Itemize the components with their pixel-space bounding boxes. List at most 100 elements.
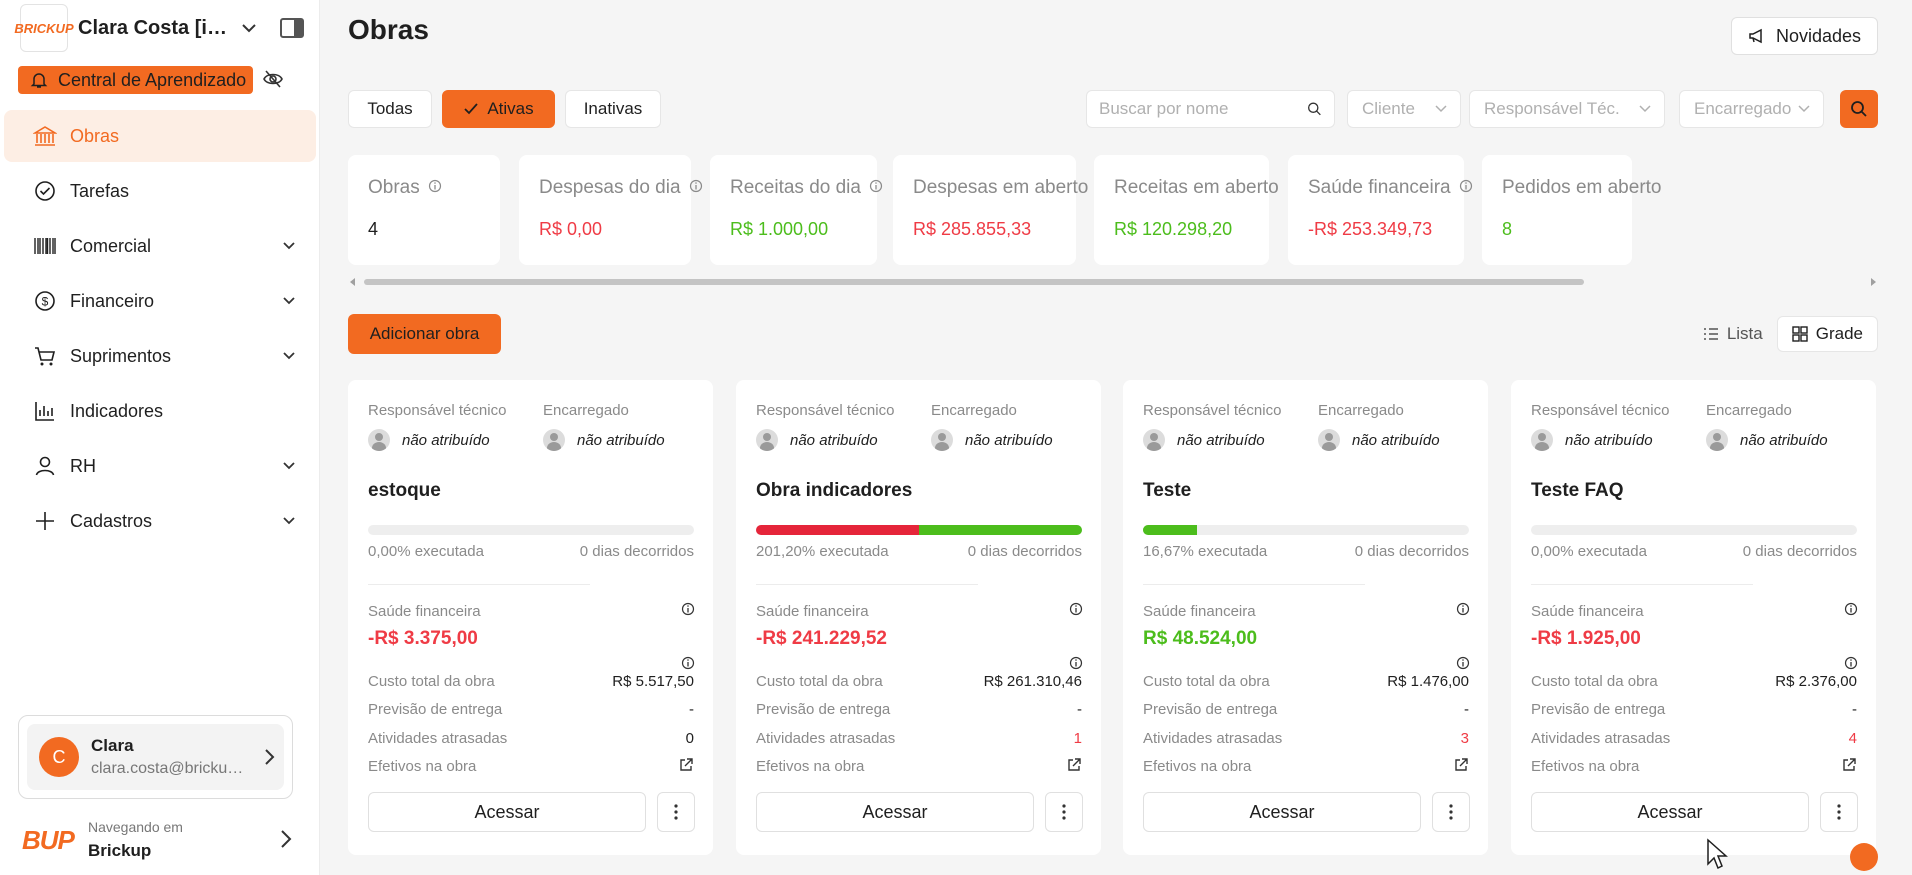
progress-text: 0,00% executada <box>368 543 484 560</box>
news-button[interactable]: Novidades <box>1731 17 1878 55</box>
eye-off-icon[interactable] <box>262 69 284 89</box>
tech-select-label: Responsável Téc. <box>1484 99 1620 118</box>
cost-label: Custo total da obra <box>1531 672 1658 690</box>
staff-row: Efetivos na obra <box>1531 753 1857 782</box>
list-icon <box>1703 328 1718 340</box>
add-obra-button[interactable]: Adicionar obra <box>348 314 501 354</box>
chevron-right-icon[interactable] <box>279 828 293 850</box>
chevron-down-icon[interactable] <box>282 347 296 368</box>
search-box <box>1086 90 1335 128</box>
sidebar-item-cadastros[interactable]: Cadastros <box>4 495 316 547</box>
stat-label: Receitas do dia <box>730 177 861 198</box>
progress-text: 201,20% executada <box>756 543 889 560</box>
tech-name: não atribuído <box>1565 431 1653 449</box>
search-icon[interactable] <box>1307 100 1322 118</box>
horizontal-scrollbar[interactable] <box>348 276 1878 288</box>
workspace-switcher[interactable]: BUP Navegando em Brickup <box>22 812 297 868</box>
access-button[interactable]: Acessar <box>756 792 1034 832</box>
staff-label: Efetivos na obra <box>1143 758 1252 776</box>
obra-title: Teste FAQ <box>1531 480 1624 501</box>
chevron-down-icon[interactable] <box>282 457 296 478</box>
days-text: 0 dias decorridos <box>1742 543 1857 560</box>
help-chat-button[interactable] <box>1850 843 1878 871</box>
scroll-left-arrow[interactable] <box>350 278 355 286</box>
org-switcher[interactable]: BRICKUP Clara Costa [interno] <box>14 4 305 52</box>
info-icon[interactable] <box>1456 656 1470 675</box>
tab-ativas[interactable]: Ativas <box>442 90 555 128</box>
foreman-select[interactable]: Encarregado <box>1679 90 1824 128</box>
sidebar-item-comercial[interactable]: Comercial <box>4 220 316 272</box>
user-placeholder-icon <box>931 429 953 451</box>
tech-select[interactable]: Responsável Téc. <box>1469 90 1665 128</box>
delivery-label: Previsão de entrega <box>368 701 503 719</box>
more-options-button[interactable] <box>1432 792 1470 832</box>
info-icon[interactable] <box>1456 602 1470 621</box>
sidebar-item-suprimentos[interactable]: Suprimentos <box>4 330 316 382</box>
info-icon[interactable] <box>689 177 703 199</box>
org-name[interactable]: Clara Costa [interno] <box>78 16 228 39</box>
more-options-button[interactable] <box>1045 792 1083 832</box>
tab-todas[interactable]: Todas <box>348 90 432 128</box>
user-card[interactable]: C Clara clara.costa@brickup.com.br <box>18 715 293 799</box>
external-link-icon[interactable] <box>678 757 694 777</box>
stat-card-obras: Obras 4 <box>348 155 500 265</box>
view-list-button[interactable]: Lista <box>1689 316 1777 352</box>
info-icon[interactable] <box>681 656 695 675</box>
client-select[interactable]: Cliente <box>1347 90 1461 128</box>
external-link-icon[interactable] <box>1066 757 1082 777</box>
tab-inativas[interactable]: Inativas <box>565 90 661 128</box>
delivery-row: Previsão de entrega - <box>1143 696 1469 725</box>
info-icon[interactable] <box>1844 602 1858 621</box>
view-grid-button[interactable]: Grade <box>1776 316 1878 352</box>
late-row: Atividades atrasadas 0 <box>368 724 694 753</box>
info-icon[interactable] <box>1844 656 1858 675</box>
main-content: Obras Novidades Todas Ativas Inativas Cl… <box>348 0 1878 875</box>
divider <box>368 584 590 585</box>
info-icon[interactable] <box>1069 602 1083 621</box>
more-options-button[interactable] <box>1820 792 1858 832</box>
scroll-thumb[interactable] <box>364 279 1584 285</box>
external-link-icon[interactable] <box>1841 757 1857 777</box>
megaphone-icon <box>1749 28 1762 44</box>
info-icon[interactable] <box>681 602 695 621</box>
sidebar-item-rh[interactable]: RH <box>4 440 316 492</box>
info-icon[interactable] <box>869 177 883 199</box>
obra-card: Responsável técnico não atribuído Encarreg… <box>736 380 1101 855</box>
chevron-down-icon[interactable] <box>282 237 296 258</box>
foreman-name: não atribuído <box>577 431 665 449</box>
sidebar-item-obras[interactable]: Obras <box>4 110 316 162</box>
access-button[interactable]: Acessar <box>368 792 646 832</box>
info-icon[interactable] <box>428 177 442 199</box>
stat-label: Obras <box>368 177 420 198</box>
more-options-button[interactable] <box>657 792 695 832</box>
user-placeholder-icon <box>1318 429 1340 451</box>
stat-value: 8 <box>1502 219 1513 239</box>
search-input[interactable] <box>1099 99 1299 119</box>
search-button[interactable] <box>1840 90 1878 128</box>
late-value: 1 <box>1073 729 1082 747</box>
chevron-down-icon[interactable] <box>282 512 296 533</box>
learning-center-button[interactable]: Central de Aprendizado <box>18 66 253 94</box>
access-button[interactable]: Acessar <box>1143 792 1421 832</box>
delivery-label: Previsão de entrega <box>1531 701 1666 719</box>
health-label: Saúde financeira <box>1143 603 1256 620</box>
sidebar-nav: Obras Tarefas Comercial $ Financeiro Suprimen… <box>4 110 316 550</box>
sidebar-item-financeiro[interactable]: $ Financeiro <box>4 275 316 327</box>
scroll-right-arrow[interactable] <box>1871 278 1876 286</box>
kebab-icon <box>1449 804 1453 820</box>
chevron-down-icon[interactable] <box>240 19 258 37</box>
chevron-down-icon[interactable] <box>282 292 296 313</box>
external-link-icon[interactable] <box>1453 757 1469 777</box>
sidebar-item-indicadores[interactable]: Indicadores <box>4 385 316 437</box>
health-label: Saúde financeira <box>368 603 481 620</box>
info-icon[interactable] <box>1069 656 1083 675</box>
client-select-label: Cliente <box>1362 99 1415 118</box>
late-value: 0 <box>685 729 694 747</box>
chevron-right-icon[interactable] <box>263 747 277 767</box>
info-icon[interactable] <box>1459 177 1473 199</box>
sidebar-collapse-icon[interactable] <box>280 18 304 38</box>
access-button[interactable]: Acessar <box>1531 792 1809 832</box>
sidebar-item-label: Cadastros <box>70 510 153 531</box>
foreman-select-label: Encarregado <box>1694 99 1792 118</box>
sidebar-item-tarefas[interactable]: Tarefas <box>4 165 316 217</box>
